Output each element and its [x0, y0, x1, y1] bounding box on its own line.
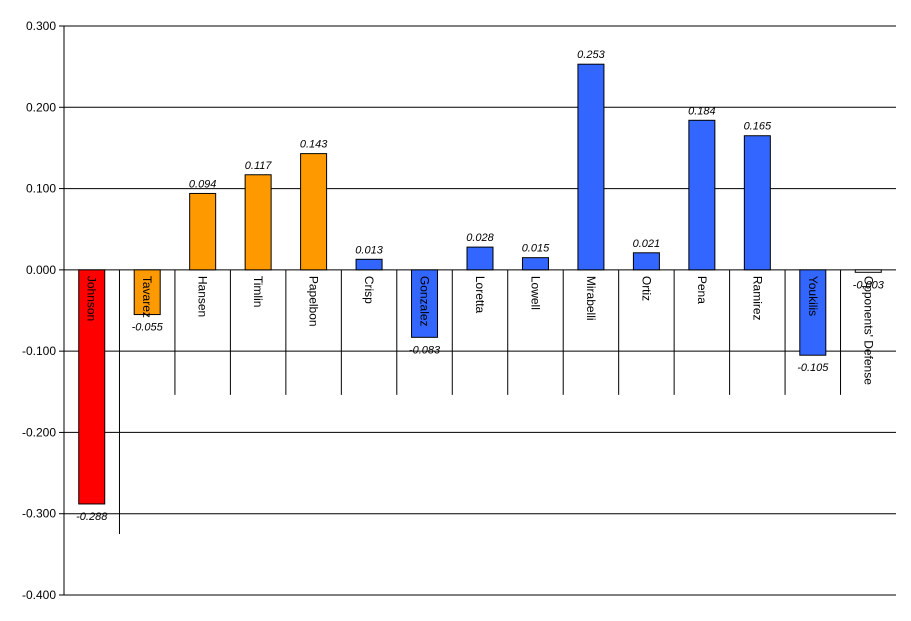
bars [78, 63, 882, 505]
value-label: 0.253 [577, 49, 605, 61]
category-label: Mirabelli [584, 276, 598, 321]
category-label: Lowell [528, 276, 542, 310]
category-label: Johnson [85, 276, 99, 321]
value-label: -0.105 [797, 362, 829, 374]
value-label: 0.021 [633, 238, 661, 250]
bar-crisp [355, 258, 383, 271]
y-tick-label: 0.300 [26, 19, 56, 33]
y-tick-label: -0.100 [22, 344, 56, 358]
y-tick-label: -0.300 [22, 507, 56, 521]
category-separators [118, 269, 842, 534]
axes [59, 25, 65, 596]
bar-opponents-defense [854, 269, 882, 273]
bar-papelbon [300, 153, 328, 271]
value-label: 0.015 [522, 243, 550, 255]
category-label: Ramirez [750, 276, 764, 321]
category-label: Papelbon [307, 276, 321, 327]
category-labels: Johnson Tavarez Hansen Timlin Papelbon Crisp G… [85, 276, 876, 385]
category-label: Ortiz [639, 276, 653, 301]
bar-gonzalez [411, 269, 439, 338]
bar-ortiz [632, 252, 660, 271]
value-label: 0.184 [688, 105, 716, 117]
value-label: 0.165 [744, 121, 772, 133]
value-label: 0.117 [245, 160, 273, 172]
bar-johnson [78, 269, 106, 505]
category-label: Hansen [196, 276, 210, 317]
bar-lowell [521, 257, 549, 271]
value-label: -0.003 [853, 279, 885, 291]
category-label: Opponents' Defense [861, 276, 875, 385]
bar-youkilis [799, 269, 827, 356]
y-tick-labels: 0.300 0.200 0.100 0.000 -0.100 -0.200 -0.300 -0… [22, 19, 56, 602]
y-tick-label: 0.100 [26, 182, 56, 196]
value-label: 0.094 [189, 178, 217, 190]
bar-timlin [244, 174, 272, 271]
bar-pena [688, 119, 716, 271]
bar-ramirez [743, 135, 771, 271]
bar-loretta [466, 246, 494, 271]
value-label: 0.143 [300, 139, 328, 151]
category-label: Crisp [362, 276, 376, 304]
category-label: Timlin [251, 276, 265, 308]
y-tick-label: 0.000 [26, 263, 56, 277]
category-label: Loretta [473, 276, 487, 314]
y-tick-label: -0.200 [22, 425, 56, 439]
category-label: Tavarez [140, 276, 154, 318]
bar-tavarez [133, 269, 161, 316]
value-label: 0.013 [355, 244, 383, 256]
category-label: Gonzalez [418, 276, 432, 327]
bar-hansen [189, 192, 217, 271]
value-labels: -0.288 -0.055 0.094 0.117 0.143 0.013 -0.083 0.… [76, 49, 885, 523]
category-label: Pena [695, 276, 709, 304]
y-tick-label: -0.400 [22, 588, 56, 602]
value-label: -0.288 [76, 511, 108, 523]
value-label: 0.028 [466, 232, 494, 244]
bar-mirabelli [577, 63, 605, 271]
value-label: -0.055 [132, 322, 164, 334]
value-label: -0.083 [409, 344, 441, 356]
y-tick-label: 0.200 [26, 100, 56, 114]
category-label: Youkilis [806, 276, 820, 316]
